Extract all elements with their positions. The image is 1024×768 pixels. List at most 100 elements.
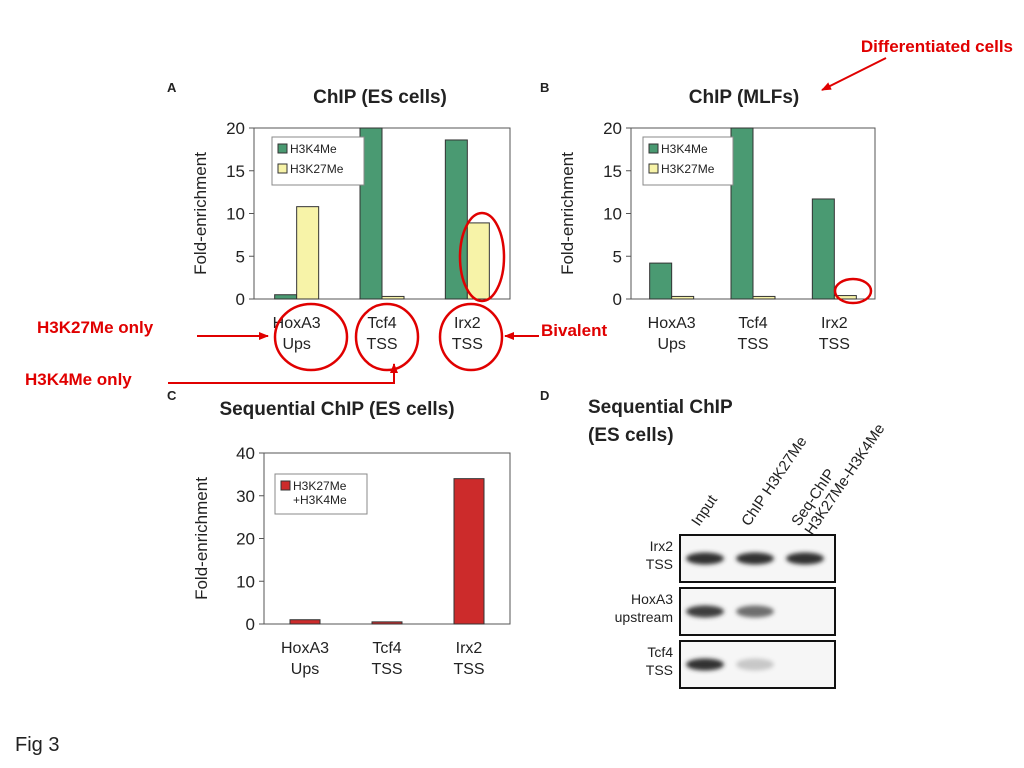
gel-rows: Irx2 TSS HoxA3 upstream Tcf4 TSS [615,534,836,689]
gel-band [736,605,774,618]
panel-letter-d: D [540,388,549,403]
category-label: Tcf4 [367,315,396,332]
chart-c: Sequential ChIP (ES cells) Fold-enrichmen… [192,399,511,678]
chart-title: Sequential ChIP (ES cells) [219,399,454,420]
gel-title-line-2: (ES cells) [588,425,674,446]
y-axis-label: Fold-enrichment [191,152,210,275]
bar-h3k4me-1 [359,127,383,300]
y-tick-label: 0 [613,290,622,309]
gel-band [686,658,724,671]
legend-entry: +H3K4Me [293,493,347,507]
bar-h3k27me-1 [381,295,405,300]
bar-h3k27me-0 [671,295,695,300]
category-label: HoxA3 [273,315,321,332]
y-tick-label: 10 [603,205,622,224]
panel-letter-b: B [540,80,549,95]
legend-entry: H3K27Me [293,479,347,493]
y-axis-label: Fold-enrichment [192,477,211,600]
y-tick-label: 15 [226,162,245,181]
annotations: Differentiated cells H3K27Me only H3K4Me… [25,37,1013,389]
annotation-bivalent: Bivalent [541,321,607,340]
bar-h3k27me-1 [752,295,776,300]
y-tick-label: 10 [226,205,245,224]
category-label: Ups [282,336,310,353]
panel-letter-a: A [167,80,177,95]
y-tick-label: 5 [613,247,622,266]
chart-title: ChIP (MLFs) [689,87,799,108]
legend-entry: H3K4Me [290,142,337,156]
circle-hoxa3-ups [273,302,349,372]
bar-h3k27me-2 [466,222,490,300]
category-label: HoxA3 [281,640,329,657]
gel-band [736,658,774,671]
y-tick-label: 0 [246,615,255,634]
legend-swatch [277,143,288,154]
y-tick-label: 15 [603,162,622,181]
bar-h3k27me-2 [833,295,857,300]
arrow-h3k4-only [168,363,398,384]
bar-h3k4me-2 [811,198,835,300]
circle-mlf-irx2-h3k27-bar [833,277,873,305]
gel-band [786,552,824,565]
bar-h3k4me-0 [649,262,673,300]
legend-swatch [648,143,659,154]
y-tick-label: 20 [603,119,622,138]
gel-row-label: Tcf4 [647,644,673,660]
legend: H3K4Me H3K27Me [642,136,734,186]
legend-entry: H3K27Me [290,162,344,176]
bar-h3k27me-h3k4me-0 [289,619,321,625]
bar-h3k4me-1 [730,127,754,300]
bar-h3k27me-0 [296,206,320,300]
panel-letter-c: C [167,388,177,403]
gel-lane-label: Seq-ChIPH3K27Me-H3K4Me [788,412,888,538]
gel-panel-d: Sequential ChIP (ES cells) Input ChIP H3K… [588,397,888,689]
gel-band [686,552,724,565]
category-label: HoxA3 [648,315,696,332]
annotation-h3k27-only: H3K27Me only [37,318,154,337]
category-label: Ups [291,661,319,678]
circle-tcf4-tss [354,302,420,372]
legend: H3K27Me+H3K4Me [274,473,368,515]
circle-irx2-h3k27-bar [458,211,506,303]
category-label: TSS [819,336,850,353]
bar-h3k4me-0 [274,294,298,300]
y-tick-label: 5 [236,247,245,266]
y-tick-label: 0 [236,290,245,309]
bar-h3k4me-2 [444,139,468,300]
annotation-differentiated-cells: Differentiated cells [861,37,1013,56]
gel-band [736,552,774,565]
y-tick-label: 40 [236,444,255,463]
category-label: TSS [371,661,402,678]
legend-swatch [280,480,291,491]
category-label: Ups [657,336,685,353]
y-tick-label: 30 [236,487,255,506]
category-label: TSS [737,336,768,353]
gel-row-label: TSS [646,556,673,572]
y-tick-label: 20 [226,119,245,138]
y-tick-label: 20 [236,530,255,549]
arrow-differentiated [821,57,887,91]
category-label: TSS [453,661,484,678]
gel-band [686,605,724,618]
category-label: Tcf4 [738,315,767,332]
category-label: Tcf4 [372,640,401,657]
category-label: TSS [452,336,483,353]
category-label: Irx2 [456,640,483,657]
gel-lane-label-line: Input [688,491,721,529]
y-tick-label: 10 [236,572,255,591]
gel-row-label: Irx2 [650,538,674,554]
legend-entry: H3K4Me [661,142,708,156]
chart-b: ChIP (MLFs) Fold-enrichment 0 5 10 15 20 HoxA3 U… [558,87,876,353]
gel-title-line-1: Sequential ChIP [588,397,733,418]
gel-lane-label: Input [688,491,721,529]
legend-swatch [277,163,288,174]
category-label: TSS [366,336,397,353]
chart-title: ChIP (ES cells) [313,87,447,108]
legend-swatch [648,163,659,174]
bar-h3k27me-h3k4me-1 [371,621,403,625]
circle-irx2-tss [438,302,504,372]
y-axis-label: Fold-enrichment [558,152,577,275]
category-label: Irx2 [821,315,848,332]
